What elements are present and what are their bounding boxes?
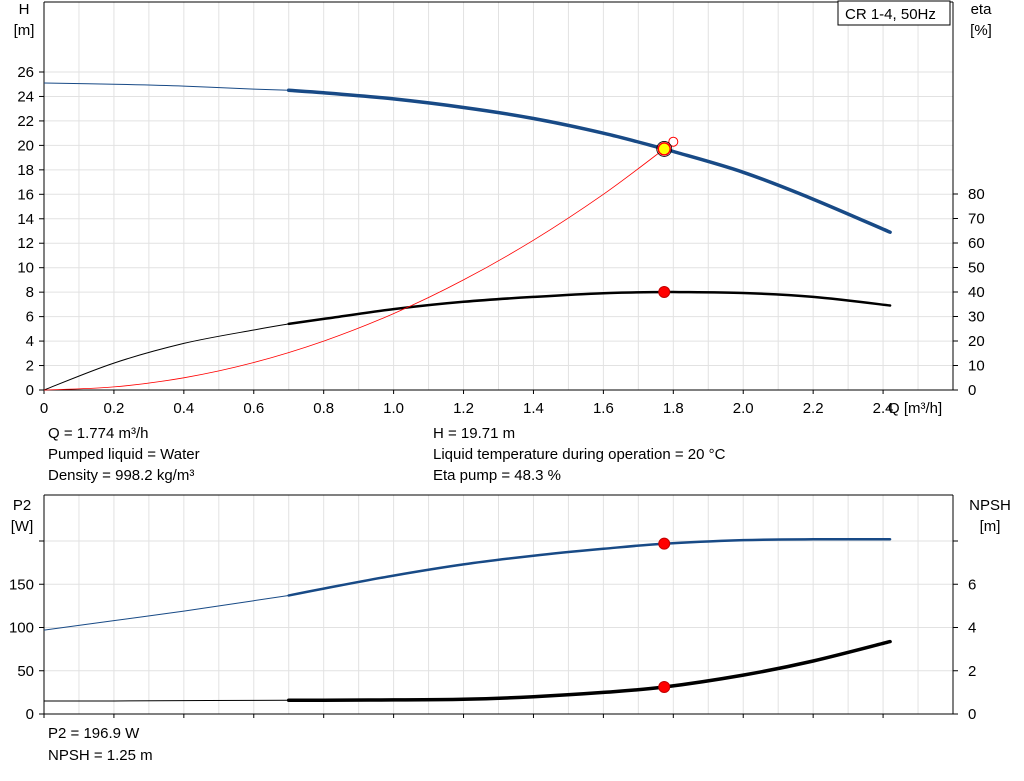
x-tick-label: 0.8 [313, 400, 334, 417]
x-tick-label: 2.2 [803, 400, 824, 417]
y2-tick-label-eta: 0 [968, 382, 976, 399]
system-curve [43, 148, 665, 391]
x-tick-label: 1.0 [383, 400, 404, 417]
info-temp: Liquid temperature during operation = 20… [433, 446, 726, 463]
info-eta: Eta pump = 48.3 % [433, 467, 561, 484]
y-tick-label-p2: 150 [9, 576, 34, 593]
top-right-axis-label: eta [971, 1, 993, 18]
x-tick-label: 0 [40, 400, 48, 417]
y2-tick-label-eta: 60 [968, 235, 985, 252]
y-tick-label-h: 6 [26, 309, 34, 326]
y-tick-label-h: 14 [17, 211, 34, 228]
npsh-curve-thin [43, 699, 289, 702]
y-tick-label-h: 4 [26, 333, 34, 350]
info-p2: P2 = 196.9 W [48, 725, 140, 742]
bottom-right-axis-label: NPSH [969, 497, 1011, 514]
operating-point-marker [657, 142, 671, 156]
y-tick-label-h: 20 [17, 137, 34, 154]
y-tick-label-p2: 0 [26, 706, 34, 723]
x-tick-label: 2.4 [873, 400, 894, 417]
info-q: Q = 1.774 m³/h [48, 425, 149, 442]
y-tick-label-h: 8 [26, 284, 34, 301]
y2-tick-label-eta: 20 [968, 333, 985, 350]
y-tick-label-h: 26 [17, 64, 34, 81]
info-npsh: NPSH = 1.25 m [48, 747, 153, 764]
legend-text: CR 1-4, 50Hz [845, 6, 936, 23]
eta-curve-thin [43, 323, 289, 391]
y-tick-label-h: 24 [17, 88, 34, 105]
eta-point-marker [658, 286, 671, 298]
legend-box [837, 0, 951, 26]
y-tick-label-p2: 50 [17, 663, 34, 680]
axes-layer [39, 1, 958, 718]
y2-tick-label-eta: 30 [968, 309, 985, 326]
y-tick-label-h: 18 [17, 162, 34, 179]
info-h: H = 19.71 m [433, 425, 516, 442]
y-tick-label-h: 10 [17, 260, 34, 277]
y2-tick-label-eta: 80 [968, 186, 985, 203]
x-tick-label: 1.6 [593, 400, 614, 417]
x-axis-label: Q [m³/h] [888, 400, 942, 417]
p2-curve [287, 537, 892, 597]
y2-tick-label-npsh: 6 [968, 576, 976, 593]
head-curve [286, 88, 892, 234]
y2-tick-label-eta: 40 [968, 284, 985, 301]
x-tick-label: 0.4 [173, 400, 194, 417]
bottom-left-axis-unit: [W] [11, 518, 34, 535]
top-left-axis-label: H [19, 1, 30, 18]
x-tick-label: 0.2 [103, 400, 124, 417]
grid-layer [44, 2, 953, 714]
info-density: Density = 998.2 kg/m³ [48, 467, 195, 484]
x-tick-label: 1.2 [453, 400, 474, 417]
top-left-axis-unit: [m] [14, 22, 35, 39]
system-curve-end-marker [668, 136, 679, 147]
markers-layer [656, 136, 679, 693]
npsh-curve [286, 639, 892, 702]
curves-layer [43, 82, 892, 702]
y-tick-label-h: 16 [17, 186, 34, 203]
top-right-axis-unit: [%] [970, 22, 992, 39]
y-tick-label-h: 2 [26, 358, 34, 375]
info-liquid: Pumped liquid = Water [48, 446, 200, 463]
y2-tick-label-eta: 70 [968, 211, 985, 228]
bottom-right-axis-unit: [m] [980, 518, 1001, 535]
p2-point-marker [658, 537, 671, 550]
y-tick-label-h: 22 [17, 113, 34, 130]
npsh-point-marker [658, 680, 671, 693]
y-tick-label-h: 12 [17, 235, 34, 252]
p2-curve-thin [43, 595, 289, 631]
operating-point-ring [656, 141, 673, 157]
y2-tick-label-npsh: 4 [968, 620, 976, 637]
tick-labels: 0 0.2 0.4 0.6 0.8 1.0 1.2 1.4 1.6 1.8 2.0 2.2 2.4024… [9, 64, 985, 723]
y-tick-label-h: 0 [26, 382, 34, 399]
y2-tick-label-eta: 50 [968, 260, 985, 277]
eta-curve [287, 290, 892, 326]
y-tick-label-p2: 100 [9, 620, 34, 637]
head-curve-thin [43, 82, 289, 91]
x-tick-label: 1.8 [663, 400, 684, 417]
y2-tick-label-npsh: 2 [968, 663, 976, 680]
x-tick-label: 1.4 [523, 400, 544, 417]
y2-tick-label-npsh: 0 [968, 706, 976, 723]
x-tick-label: 2.0 [733, 400, 754, 417]
x-tick-label: 0.6 [243, 400, 264, 417]
y2-tick-label-eta: 10 [968, 358, 985, 375]
bottom-left-axis-label: P2 [13, 497, 31, 514]
